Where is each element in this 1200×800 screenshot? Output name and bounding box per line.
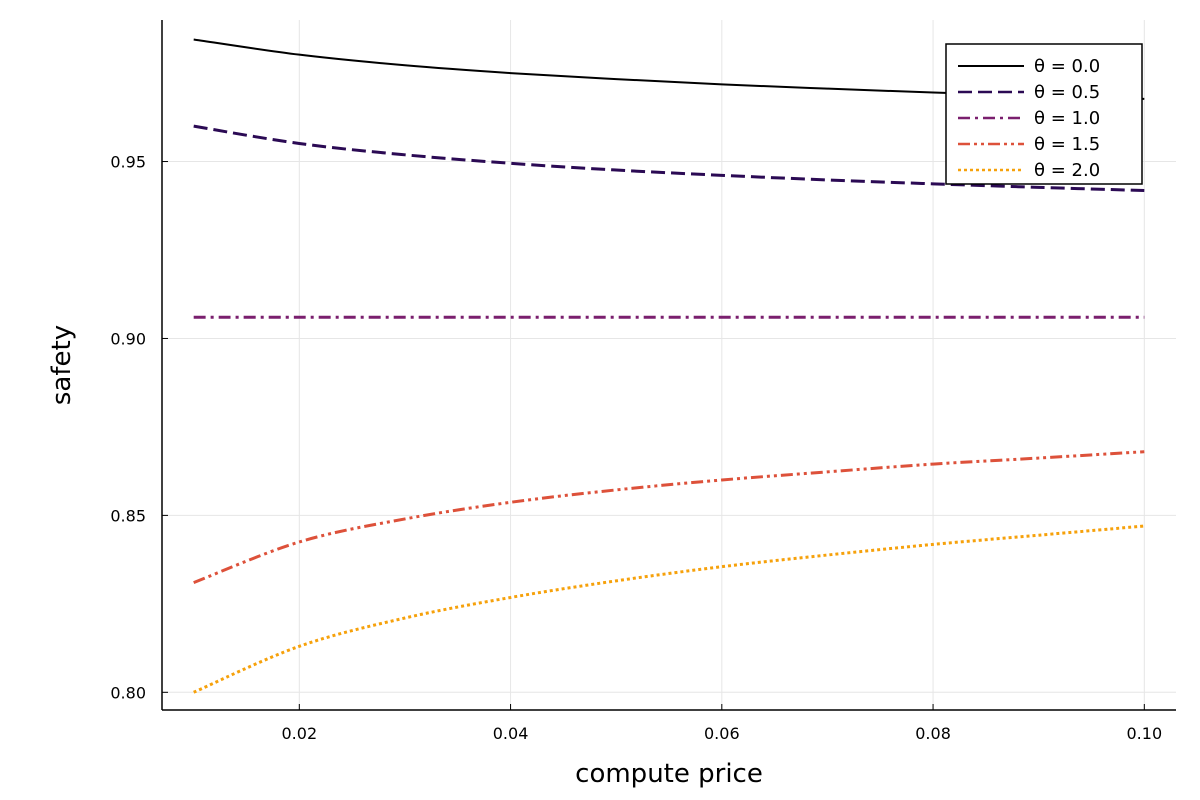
y-tick-label: 0.90 [110, 329, 146, 348]
y-tick-label: 0.80 [110, 683, 146, 702]
series-line-4 [193, 524, 1145, 694]
y-tick-label: 0.95 [110, 153, 146, 172]
series-line-3 [193, 450, 1145, 585]
legend-label-0: θ = 0.0 [1034, 56, 1100, 77]
y-axis-title: safety [47, 325, 77, 405]
x-tick-label: 0.08 [915, 724, 951, 743]
legend: θ = 0.0 θ = 0.5 θ = 1.0 θ = 1.5 θ = 2.0 [945, 43, 1143, 185]
series-lines [193, 38, 1145, 694]
axes: 0.02 0.04 0.06 0.08 0.10 0.80 0.85 0.90 0.95 [110, 20, 1176, 743]
x-axis-title: compute price [575, 759, 763, 789]
legend-box [945, 43, 1143, 185]
legend-label-4: θ = 2.0 [1034, 160, 1100, 181]
legend-label-1: θ = 0.5 [1034, 82, 1100, 103]
legend-label-3: θ = 1.5 [1034, 134, 1100, 155]
series-line-1 [193, 124, 1145, 193]
legend-label-2: θ = 1.0 [1034, 108, 1100, 129]
x-tick-label: 0.04 [493, 724, 529, 743]
y-tick-label: 0.85 [110, 506, 146, 525]
x-tick-label: 0.02 [282, 724, 318, 743]
x-tick-label: 0.10 [1127, 724, 1163, 743]
x-tick-label: 0.06 [704, 724, 740, 743]
